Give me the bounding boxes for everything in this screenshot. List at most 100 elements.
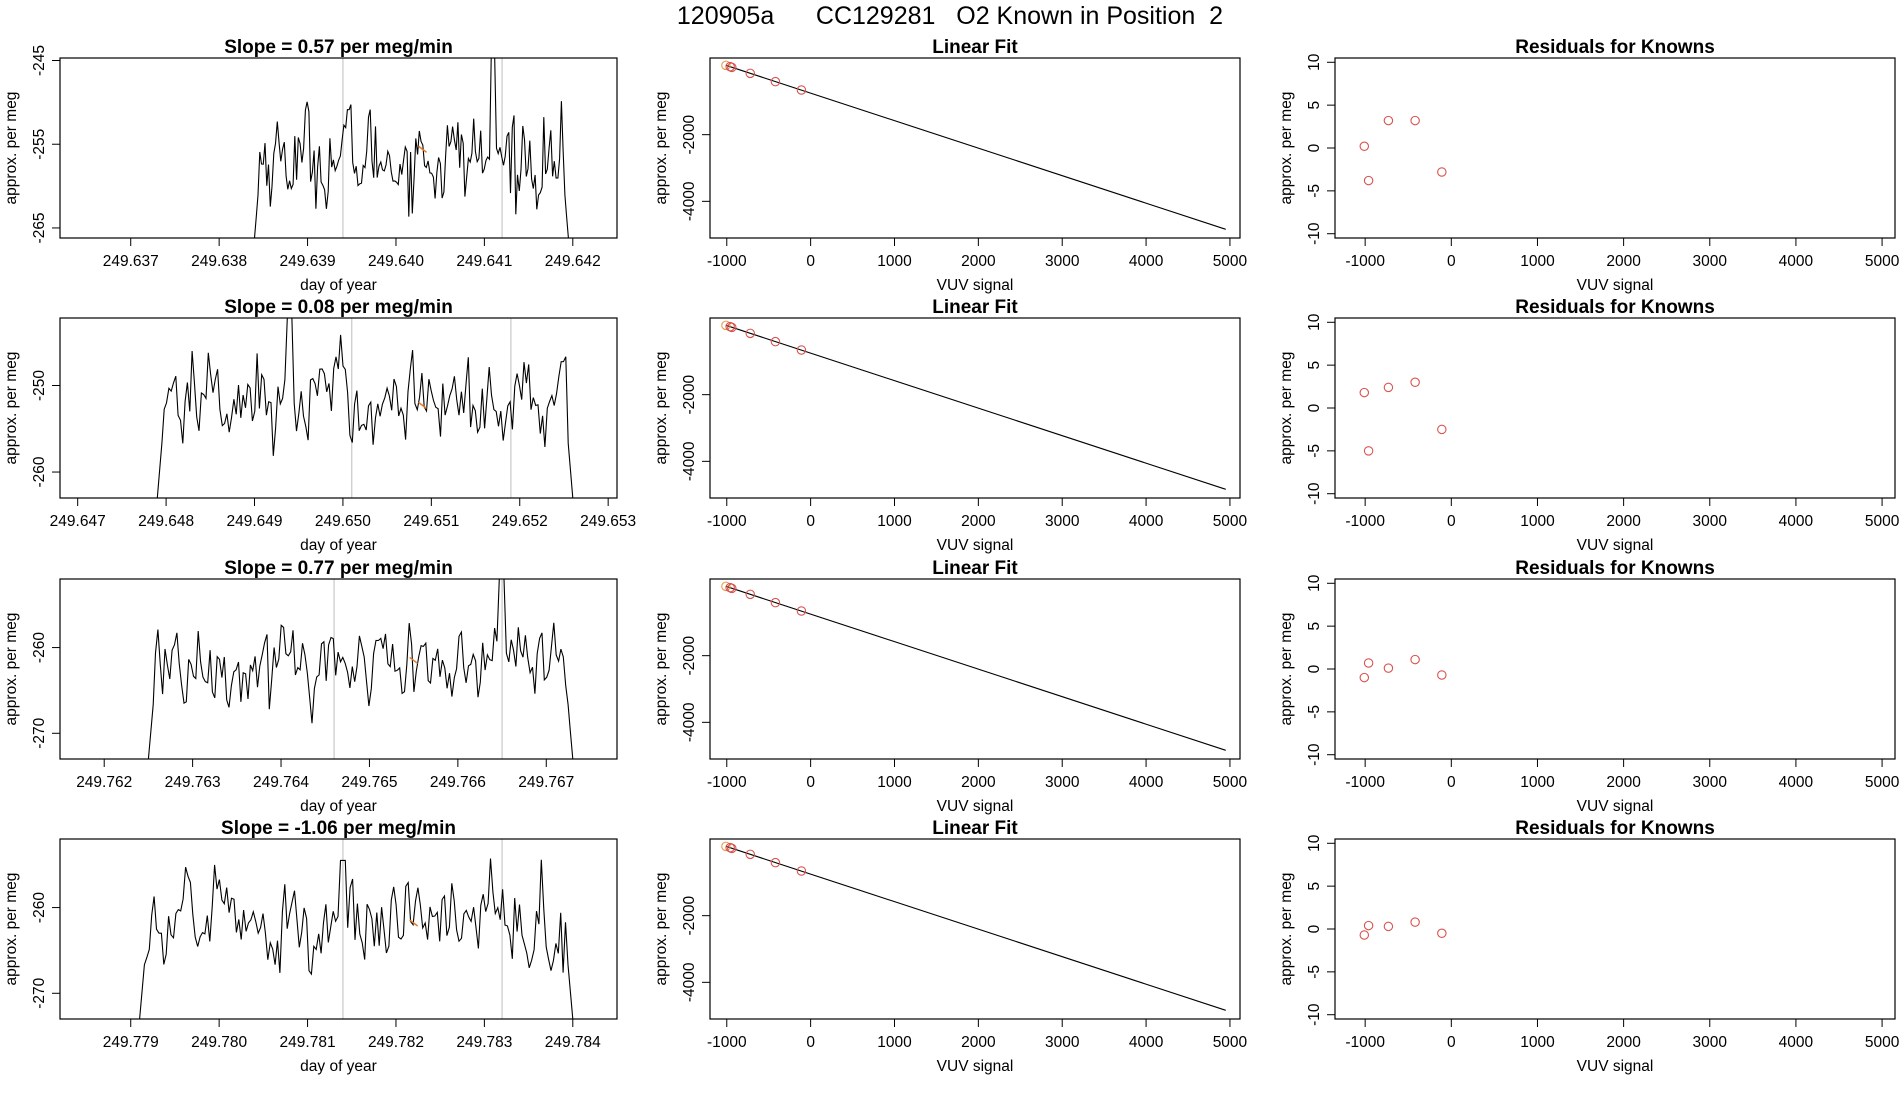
y-tick-label: -250 bbox=[31, 370, 48, 401]
x-tick-label: 249.653 bbox=[580, 513, 636, 530]
x-tick-label: 249.641 bbox=[456, 253, 512, 270]
y-tick-label: -2000 bbox=[681, 374, 698, 414]
x-tick-label: 5000 bbox=[1865, 253, 1900, 270]
x-tick-label: 2000 bbox=[1606, 774, 1641, 791]
x-tick-label: 3000 bbox=[1693, 774, 1728, 791]
x-tick-label: 249.650 bbox=[315, 513, 371, 530]
residual-point bbox=[1359, 672, 1370, 683]
x-axis-label: VUV signal bbox=[1577, 798, 1654, 815]
y-axis-label: approx. per meg bbox=[653, 873, 670, 986]
panel-r1-c2: Linear Fit VUV signal approx. per meg -1000… bbox=[653, 37, 1248, 294]
plot-area bbox=[1359, 377, 1447, 456]
fit-line bbox=[725, 64, 1226, 230]
y-tick-label: -260 bbox=[31, 632, 48, 663]
x-tick-label: 5000 bbox=[1213, 253, 1248, 270]
x-axis-label: VUV signal bbox=[937, 1058, 1014, 1075]
x-tick-label: 3000 bbox=[1045, 1034, 1080, 1051]
x-tick-label: 249.637 bbox=[103, 253, 159, 270]
fit-point bbox=[727, 322, 737, 333]
x-tick-label: 4000 bbox=[1779, 774, 1814, 791]
x-tick-label: -1000 bbox=[707, 513, 747, 530]
panel-title: Linear Fit bbox=[932, 818, 1018, 839]
y-tick-label: -10 bbox=[1306, 743, 1323, 766]
y-tick-label: 5 bbox=[1306, 361, 1323, 370]
x-tick-label: -1000 bbox=[707, 253, 747, 270]
y-tick-label: -265 bbox=[31, 212, 48, 243]
fit-point bbox=[770, 857, 781, 868]
panel-r2-c1: Slope = 0.08 per meg/min day of year appro… bbox=[3, 297, 636, 554]
x-tick-label: -1000 bbox=[1345, 513, 1385, 530]
x-tick-label: 0 bbox=[806, 513, 815, 530]
x-tick-label: 249.781 bbox=[280, 1034, 336, 1051]
y-axis-label: approx. per meg bbox=[653, 92, 670, 205]
y-tick-label: -5 bbox=[1306, 965, 1323, 979]
y-axis-label: approx. per meg bbox=[1278, 92, 1295, 205]
x-tick-label: 249.648 bbox=[138, 513, 194, 530]
plot-frame bbox=[709, 57, 1241, 239]
panel-title: Slope = -1.06 per meg/min bbox=[221, 818, 456, 839]
y-axis-label: approx. per meg bbox=[1278, 352, 1295, 465]
y-tick-label: -4000 bbox=[681, 962, 698, 1002]
panel-r1-c1: Slope = 0.57 per meg/min day of year appro… bbox=[3, 37, 618, 294]
x-axis-label: VUV signal bbox=[937, 277, 1014, 294]
fit-point bbox=[727, 62, 737, 73]
fit-point bbox=[745, 849, 756, 860]
plot-area bbox=[156, 318, 574, 498]
panel-title: Residuals for Knowns bbox=[1515, 558, 1715, 579]
x-tick-label: 249.765 bbox=[341, 774, 397, 791]
fit-point bbox=[796, 866, 807, 876]
panel-r3-c2: Linear Fit VUV signal approx. per meg -1000… bbox=[653, 558, 1248, 815]
plot-frame bbox=[59, 578, 618, 760]
x-tick-label: 5000 bbox=[1865, 513, 1900, 530]
x-tick-label: 5000 bbox=[1865, 774, 1900, 791]
y-tick-label: -4000 bbox=[681, 441, 698, 481]
y-tick-label: -270 bbox=[31, 717, 48, 748]
panel-r1-c3: Residuals for Knowns VUV signal approx. pe… bbox=[1278, 37, 1900, 294]
plot-area bbox=[147, 579, 574, 759]
x-axis-label: day of year bbox=[300, 277, 377, 294]
panel-title: Slope = 0.08 per meg/min bbox=[224, 297, 453, 318]
y-axis-label: approx. per meg bbox=[1278, 613, 1295, 726]
series-line bbox=[139, 858, 574, 1019]
y-tick-label: -270 bbox=[31, 977, 48, 1008]
x-tick-label: 5000 bbox=[1213, 1034, 1248, 1051]
plot-frame bbox=[1334, 57, 1896, 239]
y-axis-label: approx. per meg bbox=[653, 613, 670, 726]
fit-point bbox=[721, 841, 731, 852]
x-tick-label: 4000 bbox=[1779, 253, 1814, 270]
residual-point bbox=[1383, 663, 1394, 673]
residual-point bbox=[1410, 115, 1420, 126]
plot-area bbox=[139, 839, 574, 1019]
fit-point bbox=[796, 85, 807, 95]
x-tick-label: 249.638 bbox=[191, 253, 247, 270]
residual-point bbox=[1383, 382, 1394, 393]
x-tick-label: 3000 bbox=[1693, 253, 1728, 270]
fit-point bbox=[721, 320, 731, 331]
panel-title: Linear Fit bbox=[932, 297, 1018, 318]
residual-point bbox=[1359, 141, 1370, 152]
y-tick-label: -4000 bbox=[681, 702, 698, 742]
y-tick-label: 0 bbox=[1306, 403, 1323, 412]
fit-point bbox=[770, 336, 781, 347]
x-tick-label: 249.783 bbox=[456, 1034, 512, 1051]
plot-frame bbox=[1334, 317, 1896, 499]
residual-point bbox=[1359, 387, 1370, 398]
x-tick-label: -1000 bbox=[1345, 774, 1385, 791]
x-tick-label: 249.640 bbox=[368, 253, 424, 270]
x-tick-label: -1000 bbox=[1345, 253, 1385, 270]
x-tick-label: 3000 bbox=[1045, 513, 1080, 530]
x-axis-label: day of year bbox=[300, 537, 377, 554]
x-tick-label: 0 bbox=[806, 1034, 815, 1051]
panel-title: Slope = 0.77 per meg/min bbox=[224, 558, 453, 579]
plot-area bbox=[721, 60, 1226, 230]
plot-frame bbox=[59, 57, 618, 239]
fit-point bbox=[796, 345, 807, 355]
fit-line bbox=[725, 585, 1226, 751]
y-tick-label: -260 bbox=[31, 456, 48, 487]
x-tick-label: 3000 bbox=[1693, 1034, 1728, 1051]
x-tick-label: 2000 bbox=[961, 774, 996, 791]
y-tick-label: -260 bbox=[31, 892, 48, 923]
residual-point bbox=[1383, 115, 1394, 126]
x-tick-label: 249.782 bbox=[368, 1034, 424, 1051]
fit-point bbox=[745, 589, 756, 600]
